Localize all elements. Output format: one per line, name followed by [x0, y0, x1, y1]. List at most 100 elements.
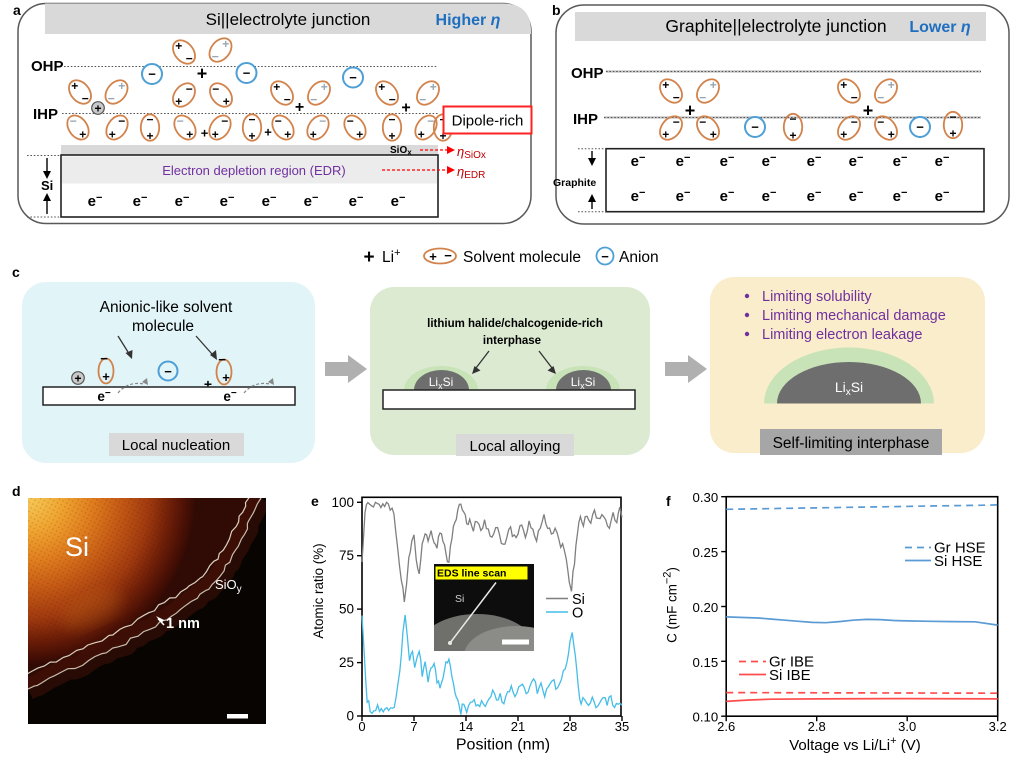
svg-text:Local alloying: Local alloying — [470, 438, 561, 455]
svg-text:−: − — [699, 91, 706, 105]
svg-text:−: − — [347, 114, 354, 128]
svg-text:Anionic-like solvent: Anionic-like solvent — [100, 299, 233, 316]
svg-text:−: − — [673, 115, 680, 129]
svg-text:+: + — [79, 128, 86, 142]
svg-text:−: − — [427, 114, 434, 128]
svg-text:OHP: OHP — [571, 65, 604, 82]
svg-text:Local nucleation: Local nucleation — [122, 437, 230, 454]
svg-text:SiOy: SiOy — [215, 577, 242, 595]
svg-text:Si: Si — [455, 593, 464, 605]
svg-text:Graphite: Graphite — [553, 177, 596, 189]
svg-text:+: + — [429, 249, 437, 264]
svg-text:+: + — [102, 369, 110, 384]
svg-text:−: − — [177, 114, 184, 128]
svg-text:+: + — [439, 129, 446, 143]
svg-text:+: + — [201, 126, 209, 141]
svg-text:3.0: 3.0 — [898, 719, 916, 734]
svg-text:+: + — [273, 80, 280, 94]
svg-text:Limiting electron leakage: Limiting electron leakage — [762, 327, 922, 343]
svg-text:50: 50 — [339, 602, 354, 617]
svg-text:0.20: 0.20 — [693, 600, 719, 615]
svg-text:−: − — [186, 52, 193, 66]
svg-text:lithium halide/chalcogenide-ri: lithium halide/chalcogenide-rich — [427, 318, 603, 330]
svg-text:LixSi: LixSi — [835, 379, 863, 398]
svg-text:+: + — [685, 101, 696, 121]
svg-text:−: − — [751, 120, 759, 135]
svg-text:Solvent molecule: Solvent molecule — [463, 249, 581, 266]
svg-text:Position (nm): Position (nm) — [456, 737, 550, 754]
svg-text:IHP: IHP — [573, 111, 598, 128]
svg-text:+: + — [840, 128, 847, 142]
svg-text:−: − — [146, 113, 153, 127]
svg-text:molecule: molecule — [132, 318, 194, 335]
svg-text:+: + — [863, 101, 874, 121]
svg-text:−: − — [851, 91, 858, 105]
svg-text:+: + — [710, 128, 717, 142]
svg-text:+: + — [118, 79, 125, 93]
svg-text:+: + — [175, 95, 182, 109]
svg-text:EDS line scan: EDS line scan — [437, 568, 506, 580]
svg-text:0.30: 0.30 — [693, 490, 719, 505]
svg-text:−: − — [82, 92, 89, 106]
svg-text:+: + — [418, 128, 425, 142]
svg-text:−: − — [164, 364, 172, 379]
svg-text:1 nm: 1 nm — [166, 616, 200, 632]
svg-text:+: + — [321, 80, 328, 94]
svg-text:14: 14 — [459, 719, 473, 734]
svg-text:Electron depletion region (EDR: Electron depletion region (EDR) — [162, 163, 346, 178]
svg-text:−: − — [877, 91, 884, 105]
svg-text:Lower η: Lower η — [909, 19, 971, 36]
svg-text:Voltage vs Li/Li+ (V): Voltage vs Li/Li+ (V) — [789, 735, 921, 754]
svg-text:+: + — [74, 372, 81, 386]
svg-text:−: − — [601, 249, 609, 264]
svg-text:+: + — [223, 95, 230, 109]
svg-text:+: + — [888, 78, 895, 92]
svg-text:0: 0 — [358, 719, 365, 734]
svg-text:3.2: 3.2 — [989, 719, 1007, 734]
svg-text:+: + — [840, 78, 847, 92]
svg-text:Gr HSE: Gr HSE — [934, 540, 986, 557]
svg-text:Si HSE: Si HSE — [934, 553, 982, 570]
svg-text:−: − — [851, 115, 858, 129]
svg-text:IHP: IHP — [33, 106, 58, 123]
svg-text:Higher η: Higher η — [436, 12, 501, 29]
svg-text:−: − — [118, 114, 125, 128]
svg-text:Si: Si — [572, 592, 585, 608]
svg-text:100: 100 — [331, 495, 354, 510]
svg-text:+: + — [378, 80, 385, 94]
svg-text:+: + — [175, 39, 182, 53]
svg-text:+: + — [248, 129, 255, 143]
svg-text:+: + — [356, 128, 363, 142]
svg-text:+: + — [284, 128, 291, 142]
svg-text:25: 25 — [339, 655, 354, 670]
svg-text:+: + — [662, 128, 669, 142]
svg-text:21: 21 — [511, 719, 525, 734]
svg-text:−: − — [70, 114, 77, 128]
svg-text:−: − — [699, 115, 706, 129]
svg-text:SiOx: SiOx — [390, 145, 412, 157]
svg-text:OHP: OHP — [31, 58, 64, 75]
svg-text:+: + — [222, 37, 229, 51]
svg-text:Self-limiting interphase: Self-limiting interphase — [773, 435, 930, 452]
svg-text:−: − — [349, 70, 357, 85]
svg-text:Graphite||electrolyte junction: Graphite||electrolyte junction — [665, 16, 886, 36]
svg-text:Si: Si — [65, 532, 89, 562]
svg-text:2.6: 2.6 — [717, 719, 735, 734]
svg-text:+: + — [109, 128, 116, 142]
svg-text:−: − — [877, 115, 884, 129]
svg-text:LixSi: LixSi — [429, 375, 454, 391]
svg-text:−: − — [789, 112, 796, 126]
svg-text:−: − — [212, 82, 219, 96]
svg-text:35: 35 — [615, 719, 629, 734]
svg-text:LixSi: LixSi — [571, 375, 596, 391]
svg-text:Si: Si — [41, 178, 53, 193]
svg-text:Limiting mechanical damage: Limiting mechanical damage — [762, 308, 946, 324]
svg-text:+: + — [789, 129, 796, 143]
svg-text:−: − — [310, 93, 317, 107]
svg-text:−: − — [100, 351, 108, 366]
svg-text:2.8: 2.8 — [808, 719, 826, 734]
svg-text:+: + — [949, 127, 956, 141]
svg-text:−: − — [419, 93, 426, 107]
svg-text:Si||electrolyte junction: Si||electrolyte junction — [206, 10, 371, 29]
svg-text:+: + — [186, 128, 193, 142]
